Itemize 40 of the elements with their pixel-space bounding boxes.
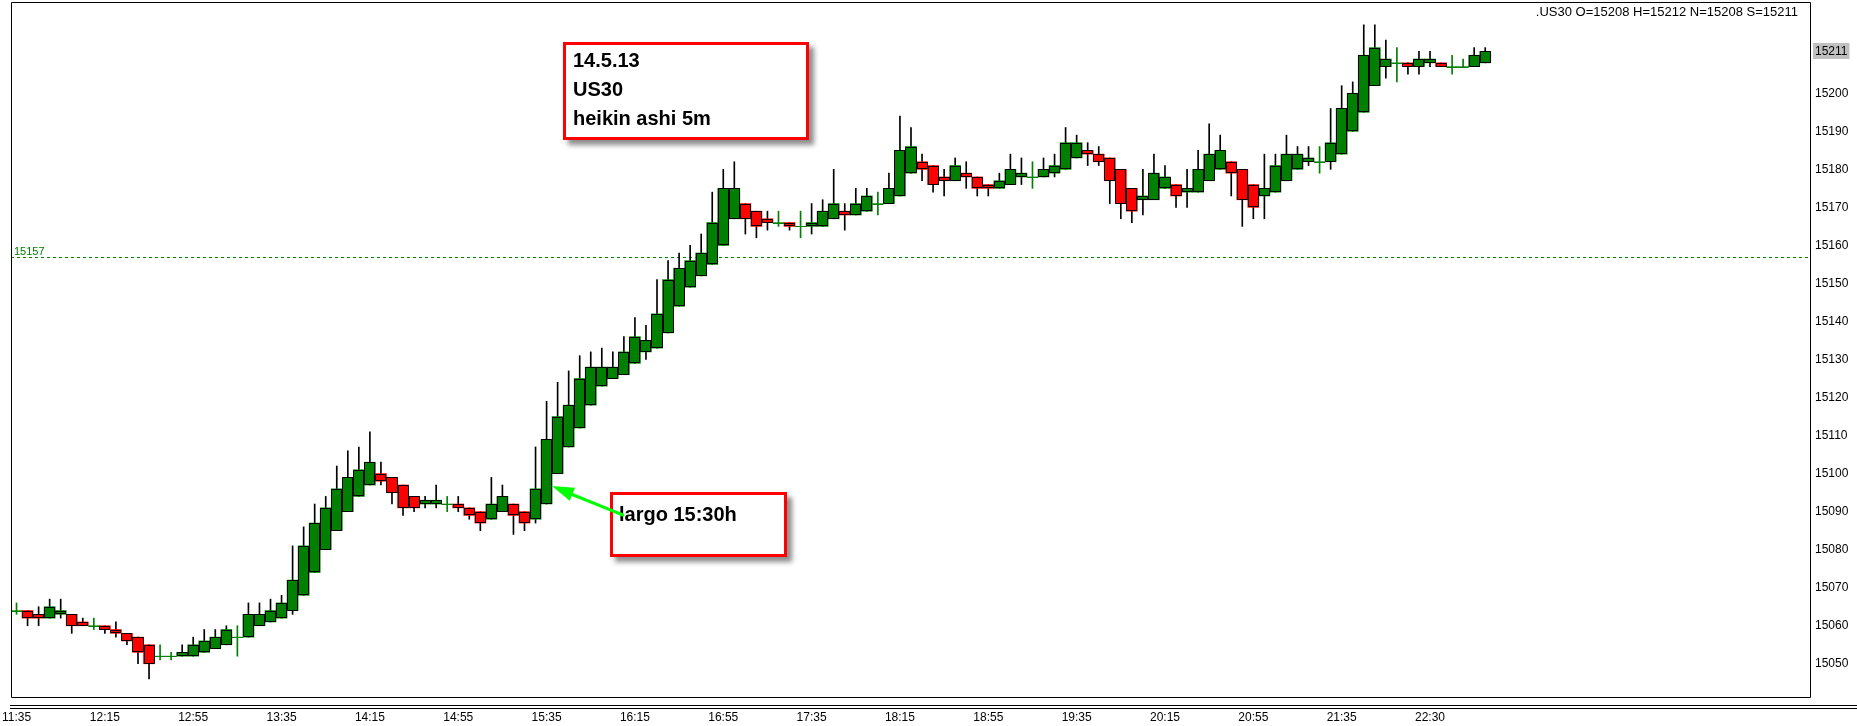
annotation: 14.5.13 US30 heikin ashi 5m bbox=[573, 48, 711, 131]
y-tick-label: 15070 bbox=[1815, 580, 1849, 595]
candlestick bbox=[87, 617, 100, 630]
annotation: largo 15:30h bbox=[619, 502, 737, 527]
x-tick-label: 18:55 bbox=[973, 709, 1004, 724]
y-tick-label: 15200 bbox=[1815, 85, 1849, 100]
x-tick-label: 20:55 bbox=[1238, 709, 1269, 724]
x-tick-label: 16:15 bbox=[619, 709, 651, 724]
annotation: 15211 bbox=[1815, 43, 1848, 58]
x-tick-label: 13:35 bbox=[266, 709, 297, 724]
x-tick-label: 11:35 bbox=[1, 709, 32, 724]
x-tick-label: 18:15 bbox=[884, 709, 916, 724]
x-tick-label: 20:15 bbox=[1149, 709, 1181, 724]
ref-line-label: 15157 bbox=[14, 244, 45, 257]
x-tick-label: 15:35 bbox=[531, 709, 562, 724]
y-tick-label: 15170 bbox=[1815, 199, 1849, 214]
x-tick-label: 22:30 bbox=[1415, 709, 1446, 724]
y-tick-label: 15100 bbox=[1815, 465, 1849, 480]
x-tick-label: 16:55 bbox=[708, 709, 739, 724]
x-tick-label: 19:35 bbox=[1061, 709, 1092, 724]
y-tick-label: 15110 bbox=[1815, 427, 1848, 442]
y-tick-label: 15180 bbox=[1815, 161, 1849, 176]
y-tick-label: 15130 bbox=[1815, 351, 1849, 366]
y-tick-label: 15160 bbox=[1815, 237, 1849, 252]
x-tick-label: 17:35 bbox=[796, 709, 827, 724]
y-tick-label: 15090 bbox=[1815, 503, 1849, 518]
y-tick-label: 15060 bbox=[1815, 618, 1849, 633]
y-tick-label: 15140 bbox=[1815, 313, 1849, 328]
x-tick-label: 21:35 bbox=[1326, 709, 1358, 724]
y-tick-label: 15190 bbox=[1815, 123, 1849, 138]
y-tick-label: 15050 bbox=[1815, 656, 1849, 671]
candlestick bbox=[441, 496, 454, 512]
y-tick-label: 15150 bbox=[1815, 275, 1849, 290]
x-tick-label: 12:55 bbox=[178, 709, 209, 724]
x-tick-label: 14:15 bbox=[354, 709, 386, 724]
chart-title: .US30 O=15208 H=15212 N=15208 S=15211 bbox=[1534, 4, 1799, 19]
y-tick-label: 15120 bbox=[1815, 389, 1849, 404]
x-tick-label: 14:55 bbox=[443, 709, 474, 724]
y-tick-label: 15080 bbox=[1815, 541, 1849, 556]
x-tick-label: 12:15 bbox=[89, 709, 121, 724]
